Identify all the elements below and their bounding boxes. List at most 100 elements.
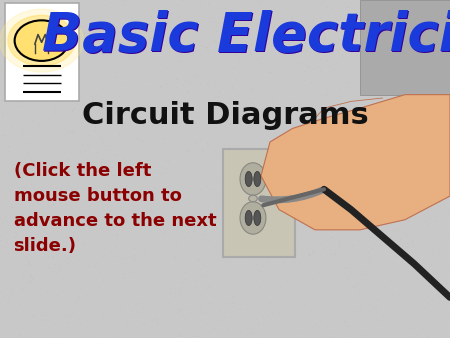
Point	[231, 200, 238, 206]
Point	[169, 66, 176, 71]
Point	[177, 57, 184, 63]
Point	[119, 3, 126, 8]
Point	[62, 203, 69, 208]
Point	[221, 77, 229, 82]
Point	[182, 212, 189, 217]
Point	[353, 99, 360, 104]
Point	[80, 217, 87, 223]
Point	[63, 34, 71, 40]
Point	[62, 152, 69, 158]
Point	[225, 329, 233, 334]
Point	[113, 60, 121, 65]
Point	[233, 125, 240, 130]
Point	[403, 150, 410, 155]
Point	[9, 317, 16, 322]
Point	[403, 304, 410, 309]
Point	[440, 270, 447, 276]
Point	[396, 82, 403, 88]
Point	[208, 221, 216, 226]
Point	[200, 230, 207, 236]
Point	[214, 177, 221, 183]
Point	[410, 144, 418, 150]
Point	[237, 293, 244, 298]
Point	[320, 203, 327, 208]
Point	[213, 216, 220, 221]
Point	[134, 291, 141, 297]
Point	[98, 255, 105, 261]
Point	[173, 307, 180, 312]
Point	[88, 16, 95, 21]
Point	[23, 21, 30, 26]
Point	[87, 290, 94, 295]
Point	[265, 210, 272, 215]
Point	[441, 160, 448, 165]
Point	[426, 58, 433, 63]
Point	[105, 179, 112, 185]
Point	[201, 294, 208, 300]
Point	[18, 333, 25, 338]
Point	[378, 243, 385, 248]
Point	[54, 75, 61, 80]
Point	[60, 240, 68, 246]
Point	[306, 186, 313, 191]
Point	[216, 75, 223, 80]
Point	[128, 15, 135, 21]
Point	[355, 291, 362, 296]
Point	[310, 221, 317, 226]
Point	[20, 115, 27, 121]
Point	[192, 334, 199, 338]
Point	[356, 205, 364, 210]
Point	[79, 298, 86, 304]
Point	[134, 303, 141, 308]
Point	[179, 111, 186, 116]
Point	[265, 321, 272, 327]
Point	[431, 155, 438, 161]
Point	[279, 228, 287, 233]
Point	[282, 69, 289, 74]
Point	[357, 96, 364, 102]
Point	[58, 263, 65, 268]
Point	[191, 141, 198, 147]
Point	[354, 206, 361, 211]
Point	[96, 143, 103, 148]
Point	[400, 17, 408, 23]
Point	[44, 289, 51, 294]
Point	[414, 135, 421, 141]
Point	[95, 298, 102, 304]
Point	[325, 13, 332, 18]
Point	[377, 257, 384, 262]
Point	[271, 94, 278, 100]
Point	[52, 110, 59, 115]
Point	[279, 259, 287, 264]
Point	[358, 314, 365, 320]
Point	[110, 21, 117, 27]
Point	[310, 71, 317, 76]
Point	[416, 289, 423, 294]
Point	[358, 38, 365, 43]
Point	[279, 230, 286, 235]
Point	[164, 64, 171, 69]
Point	[188, 306, 195, 311]
Point	[209, 89, 216, 95]
Point	[445, 286, 450, 291]
Point	[284, 0, 292, 4]
Point	[313, 290, 320, 295]
Point	[150, 102, 158, 108]
Point	[17, 49, 24, 54]
Point	[28, 155, 36, 161]
Point	[444, 123, 450, 128]
Point	[216, 234, 224, 239]
Point	[186, 82, 193, 88]
Point	[361, 182, 368, 187]
Point	[128, 31, 135, 37]
Point	[1, 254, 8, 259]
Point	[374, 304, 382, 310]
Point	[32, 333, 40, 338]
Point	[54, 156, 62, 161]
Point	[430, 261, 437, 267]
Point	[395, 226, 402, 231]
Point	[270, 316, 277, 322]
Point	[220, 187, 227, 193]
Point	[119, 215, 126, 220]
Point	[186, 21, 194, 26]
